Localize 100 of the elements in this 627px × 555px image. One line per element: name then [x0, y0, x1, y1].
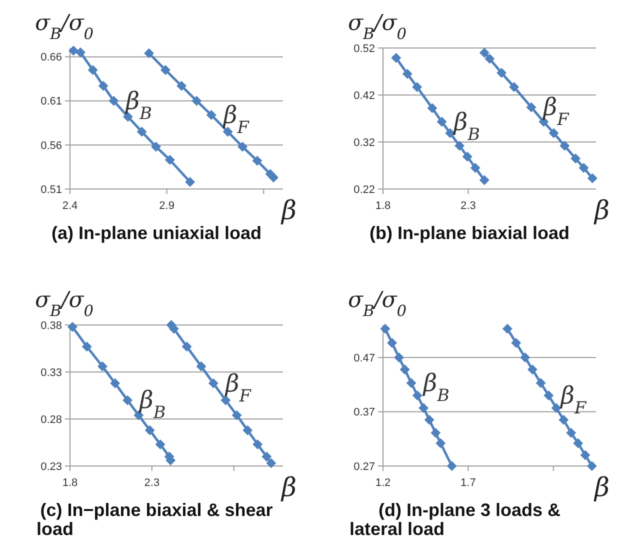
- point: [527, 364, 538, 374]
- y-tick-label: 0.56: [40, 140, 62, 152]
- point: [182, 342, 192, 352]
- point: [150, 142, 161, 152]
- x-axis-title: β: [280, 473, 297, 503]
- point: [558, 414, 569, 425]
- x-tick-label: 2.3: [144, 477, 160, 489]
- point: [97, 361, 108, 372]
- point: [520, 352, 530, 363]
- point: [402, 68, 412, 79]
- y-axis-title: σ$_{B}$/σ$_{0}$: [35, 11, 94, 43]
- point: [430, 428, 441, 438]
- point: [208, 378, 218, 388]
- point: [88, 65, 98, 76]
- point: [548, 128, 559, 138]
- point: [462, 152, 472, 162]
- y-tick-label: 0.27: [354, 460, 375, 473]
- point: [67, 322, 78, 332]
- point: [108, 96, 119, 106]
- point: [206, 110, 216, 120]
- y-tick-label: 0.42: [354, 90, 375, 102]
- x-axis-title: β: [280, 196, 297, 226]
- point: [252, 156, 262, 166]
- point: [262, 452, 272, 462]
- point: [570, 153, 581, 164]
- point: [484, 54, 495, 64]
- y-axis-title: σ$_{B}$/σ$_{0}$: [348, 11, 407, 43]
- point: [496, 68, 507, 78]
- y-tick-label: 0.47: [354, 352, 375, 364]
- point: [164, 154, 175, 165]
- point: [560, 140, 570, 151]
- text: (b) In-plane biaxial load: [369, 223, 570, 243]
- point: [68, 46, 78, 56]
- point: [252, 439, 263, 450]
- point: [196, 361, 206, 372]
- y-tick-label: 0.32: [354, 136, 375, 149]
- y-axis-title: σ$_{B}$/σ$_{0}$: [35, 288, 94, 320]
- x-axis-title: β: [593, 473, 610, 503]
- x-tick-label: 1.7: [460, 477, 476, 489]
- point: [75, 47, 86, 58]
- point: [544, 390, 554, 400]
- y-tick-label: 0.28: [40, 414, 62, 426]
- point: [479, 48, 490, 58]
- point: [551, 402, 562, 413]
- y-tick-label: 0.23: [40, 460, 62, 473]
- point: [82, 342, 92, 352]
- point: [502, 324, 512, 334]
- point: [98, 80, 108, 91]
- x-tick-label: 1.8: [375, 200, 391, 212]
- x-tick-label: 2.9: [159, 200, 174, 212]
- point: [587, 173, 598, 184]
- y-axis-title: σ$_{B}$/σ$_{0}$: [348, 288, 407, 320]
- y-tick-label: 0.33: [40, 366, 62, 379]
- point: [573, 438, 584, 448]
- series-label: β$_{B}$: [452, 108, 480, 144]
- point: [536, 378, 546, 388]
- point: [580, 450, 590, 460]
- point: [400, 364, 410, 374]
- point: [394, 352, 404, 363]
- text: (d) In-plane 3 loads & lateral load: [350, 500, 561, 539]
- series-label: β$_{B}$: [138, 386, 166, 422]
- point: [446, 461, 457, 471]
- point: [470, 162, 480, 173]
- point: [578, 162, 589, 173]
- point: [427, 103, 438, 114]
- x-tick-label: 2.4: [62, 200, 78, 212]
- y-tick-label: 0.52: [354, 42, 375, 55]
- point: [242, 425, 253, 436]
- series-label: β$_{B}$: [422, 369, 450, 406]
- y-tick-label: 0.66: [40, 52, 62, 64]
- point: [412, 390, 422, 400]
- y-tick-label: 0.37: [354, 406, 375, 419]
- point: [144, 425, 155, 436]
- x-axis-title: β: [593, 196, 610, 226]
- point: [479, 175, 490, 186]
- point: [268, 172, 279, 183]
- point: [380, 324, 390, 334]
- point: [406, 378, 416, 388]
- x-tick-label: 1.8: [62, 477, 78, 489]
- point: [110, 378, 120, 388]
- y-tick-label: 0.61: [40, 96, 62, 108]
- series-label: β$_{B}$: [124, 86, 152, 123]
- point: [136, 126, 147, 137]
- point: [185, 176, 196, 187]
- point: [122, 395, 133, 406]
- point: [511, 338, 522, 348]
- point: [412, 82, 422, 92]
- point: [586, 461, 597, 471]
- point: [387, 338, 398, 348]
- point: [155, 439, 166, 450]
- y-tick-label: 0.22: [354, 184, 375, 196]
- series-label: β$_{F}$: [222, 100, 250, 137]
- point: [454, 140, 465, 151]
- point: [238, 142, 248, 152]
- x-tick-label: 2.3: [460, 200, 476, 212]
- point: [160, 65, 170, 76]
- x-tick-label: 1.2: [375, 477, 391, 489]
- text: (a) In-plane uniaxial load: [51, 223, 262, 243]
- point: [176, 80, 187, 91]
- point: [509, 82, 520, 92]
